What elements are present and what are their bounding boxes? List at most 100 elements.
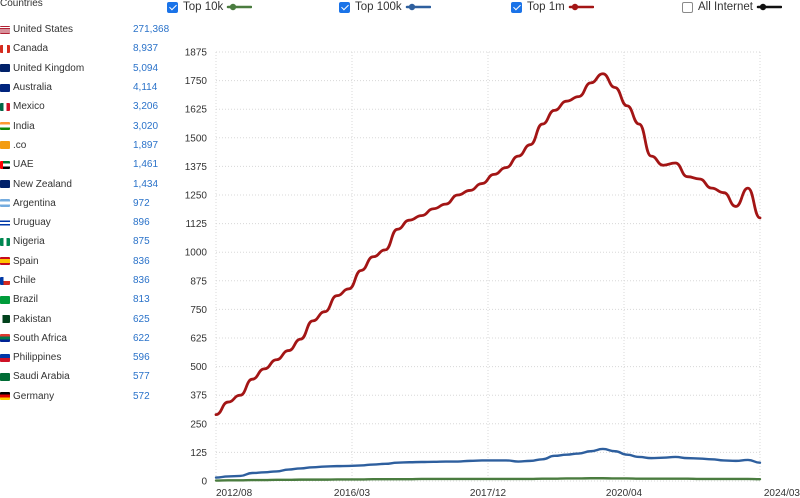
country-row[interactable]: Argentina 972 bbox=[0, 194, 175, 213]
legend-item-top-100k[interactable]: Top 100k bbox=[339, 0, 431, 15]
country-count-link[interactable]: 836 bbox=[133, 275, 150, 286]
y-tick-label: 0 bbox=[201, 477, 207, 488]
country-count-link[interactable]: 4,114 bbox=[133, 82, 158, 94]
legend-item-all-internet[interactable]: All Internet bbox=[682, 0, 782, 15]
country-name: Philippines bbox=[13, 352, 62, 364]
y-tick-label: 1250 bbox=[185, 191, 208, 202]
country-count-link[interactable]: 622 bbox=[133, 332, 150, 344]
country-name: United Kingdom bbox=[13, 62, 85, 74]
country-name: Brazil bbox=[13, 294, 39, 306]
country-row[interactable]: Saudi Arabia 577 bbox=[0, 367, 175, 386]
country-row[interactable]: India 3,020 bbox=[0, 116, 175, 135]
country-name: Australia bbox=[13, 82, 52, 94]
y-tick-label: 375 bbox=[190, 391, 207, 402]
country-row[interactable]: United Kingdom 5,094 bbox=[0, 59, 175, 78]
country-count-link[interactable]: 572 bbox=[133, 390, 150, 402]
country-row[interactable]: Spain 836 bbox=[0, 252, 175, 271]
legend-line-swatch-icon bbox=[568, 3, 594, 11]
flag-pk-icon bbox=[0, 315, 10, 324]
flag-mx-icon bbox=[0, 102, 10, 111]
flag-ar-icon bbox=[0, 199, 10, 208]
country-name: Saudi Arabia bbox=[13, 371, 70, 383]
flag-br-icon bbox=[0, 295, 10, 304]
flag-ng-icon bbox=[0, 237, 10, 246]
country-count-link[interactable]: 1,897 bbox=[133, 139, 159, 151]
country-count-link[interactable]: 1,461 bbox=[133, 159, 159, 171]
flag-de-icon bbox=[0, 392, 10, 401]
country-count-link[interactable]: 8,937 bbox=[133, 43, 159, 55]
country-name: Canada bbox=[13, 43, 49, 55]
country-count-link[interactable]: 896 bbox=[133, 217, 150, 229]
country-name: Chile bbox=[13, 275, 36, 286]
flag-nz-icon bbox=[0, 180, 10, 189]
legend-label: Top 10k bbox=[183, 1, 224, 13]
country-row[interactable]: Brazil 813 bbox=[0, 290, 175, 309]
country-count-link[interactable]: 813 bbox=[133, 294, 150, 306]
flag-za-icon bbox=[0, 334, 10, 343]
country-row[interactable]: Australia 4,114 bbox=[0, 78, 175, 97]
country-count-link[interactable]: 577 bbox=[133, 371, 150, 383]
country-row[interactable]: Mexico 3,206 bbox=[0, 97, 175, 116]
series-line-top-1m bbox=[214, 72, 762, 417]
legend-checkbox[interactable] bbox=[511, 1, 522, 13]
flag-co-icon bbox=[0, 141, 10, 150]
country-row[interactable]: UAE 1,461 bbox=[0, 155, 175, 174]
country-count-link[interactable]: 875 bbox=[133, 236, 150, 248]
y-tick-label: 750 bbox=[190, 305, 207, 316]
countries-header: Countries bbox=[0, 0, 43, 9]
country-name: Nigeria bbox=[13, 236, 45, 248]
country-count-link[interactable]: 596 bbox=[133, 352, 150, 364]
series-line-top-10k bbox=[214, 477, 762, 482]
country-row[interactable]: South Africa 622 bbox=[0, 329, 175, 348]
country-name: Pakistan bbox=[13, 313, 52, 325]
country-count-link[interactable]: 836 bbox=[133, 255, 150, 267]
flag-ph-icon bbox=[0, 353, 10, 362]
country-count-link[interactable]: 5,094 bbox=[133, 62, 159, 74]
legend-checkbox[interactable] bbox=[167, 1, 178, 13]
country-name: India bbox=[13, 120, 35, 132]
y-tick-label: 1750 bbox=[185, 76, 208, 87]
country-name: UAE bbox=[13, 159, 34, 171]
y-tick-label: 625 bbox=[190, 334, 207, 345]
country-name: Uruguay bbox=[13, 217, 51, 229]
country-count-link[interactable]: 972 bbox=[133, 197, 150, 209]
country-row[interactable]: Pakistan 625 bbox=[0, 309, 175, 328]
country-count-link[interactable]: 3,020 bbox=[133, 120, 159, 132]
x-tick-label: 2017/12 bbox=[470, 488, 507, 498]
legend-item-top-1m[interactable]: Top 1m bbox=[511, 0, 594, 15]
country-count-link[interactable]: 1,434 bbox=[133, 178, 159, 190]
country-name: South Africa bbox=[13, 332, 67, 344]
country-count-link[interactable]: 625 bbox=[133, 313, 150, 325]
y-tick-label: 250 bbox=[190, 419, 207, 430]
legend-checkbox[interactable] bbox=[339, 1, 350, 13]
country-row[interactable]: New Zealand 1,434 bbox=[0, 174, 175, 193]
country-row[interactable]: United States 271,368 bbox=[0, 20, 175, 39]
country-row[interactable]: Uruguay 896 bbox=[0, 213, 175, 232]
series-line-top-100k bbox=[214, 447, 762, 479]
legend-item-top-10k[interactable]: Top 10k bbox=[167, 0, 253, 15]
y-tick-label: 1375 bbox=[185, 162, 208, 173]
country-row[interactable]: Canada 8,937 bbox=[0, 39, 175, 58]
country-count-link[interactable]: 271,368 bbox=[133, 24, 170, 36]
country-row[interactable]: Chile 836 bbox=[0, 271, 175, 290]
country-row[interactable]: Germany 572 bbox=[0, 387, 175, 406]
country-name: Mexico bbox=[13, 101, 45, 113]
legend-checkbox[interactable] bbox=[682, 1, 693, 13]
y-tick-label: 1500 bbox=[185, 133, 208, 144]
legend-label: Top 1m bbox=[527, 1, 565, 13]
flag-sa-icon bbox=[0, 372, 10, 381]
country-row[interactable]: .co 1,897 bbox=[0, 136, 175, 155]
country-name: United States bbox=[13, 24, 74, 36]
flag-es-icon bbox=[0, 257, 10, 266]
flag-us-icon bbox=[0, 25, 10, 34]
legend-line-swatch-icon bbox=[227, 3, 253, 11]
country-count-link[interactable]: 3,206 bbox=[133, 101, 159, 113]
flag-au-icon bbox=[0, 83, 10, 92]
flag-in-icon bbox=[0, 122, 10, 131]
country-row[interactable]: Philippines 596 bbox=[0, 348, 175, 367]
country-row[interactable]: Nigeria 875 bbox=[0, 232, 175, 251]
country-name: New Zealand bbox=[13, 178, 72, 190]
x-tick-label: 2012/08 bbox=[216, 488, 253, 498]
y-tick-label: 1875 bbox=[185, 48, 208, 59]
